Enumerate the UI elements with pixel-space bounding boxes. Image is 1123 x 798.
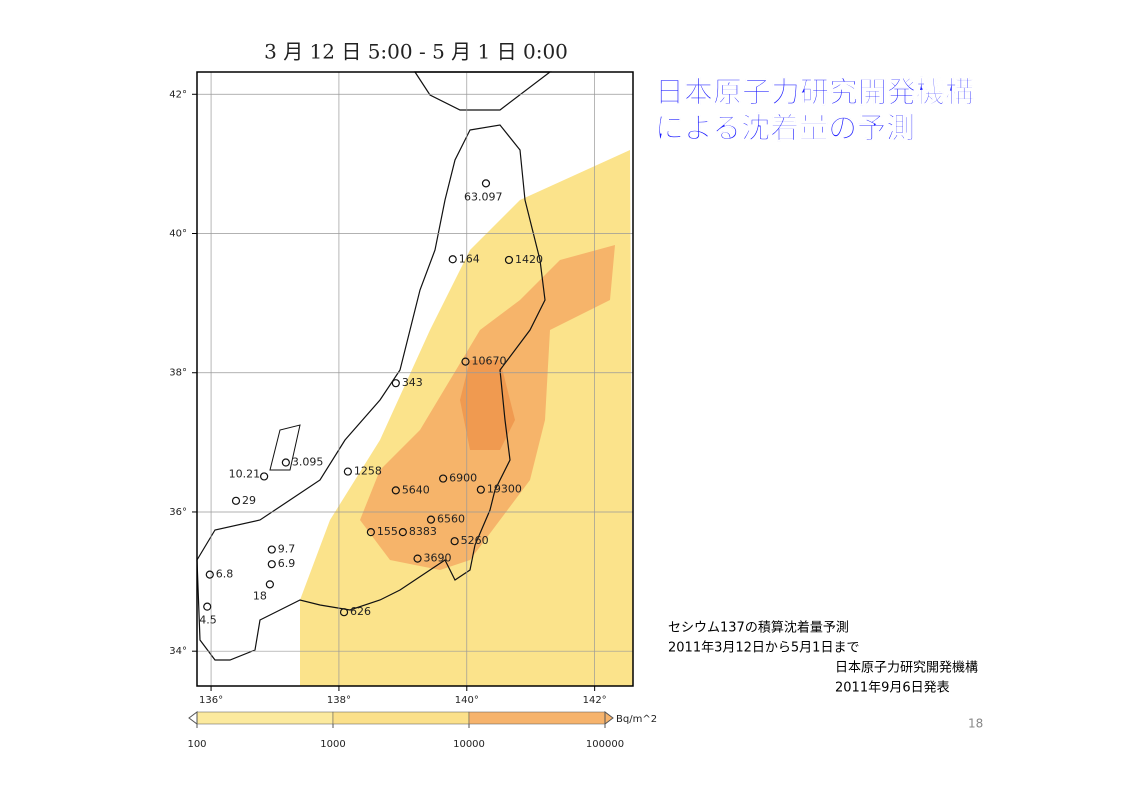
station [476,485,485,494]
station [260,472,269,481]
station [339,608,349,617]
station [267,560,276,569]
station [391,379,400,388]
colorbar-segment [196,711,334,725]
station [426,515,436,524]
station-label: 155 [377,525,398,538]
colorbar-end [188,711,198,725]
station-label: 8383 [409,525,437,538]
station-label: 1258 [354,465,382,478]
colorbar-tick-label: 10000 [453,739,485,750]
station-label: 6.9 [278,557,296,570]
colorbar-segment [332,711,470,725]
lat-tick-label: 34° [169,646,187,657]
station [448,255,457,264]
colorbar-end [604,711,614,725]
colorbar-tick-label: 100 [187,739,206,750]
station-label: 6560 [437,513,465,526]
station [391,486,400,495]
station-label: 1420 [515,253,543,266]
lat-tick-label: 40° [169,229,187,240]
station-label: 6.8 [216,568,234,581]
station-label: 10670 [472,355,507,368]
station-label: 9.7 [278,543,296,556]
page-number: 18 [968,717,983,731]
slide-title: 日本原子力研究開発機構 [655,75,974,109]
lat-tick-label: 38° [169,368,187,379]
colorbar-segment [468,711,606,725]
station-label: 19300 [487,483,522,496]
station-label: 18 [253,589,267,602]
coastline [269,424,301,471]
station [450,537,459,546]
station [481,179,491,188]
station-label: 343 [402,376,423,389]
station [281,458,290,467]
lon-tick-label: 142° [583,695,607,706]
lon-tick-label: 136° [199,695,223,706]
station-label: 626 [350,605,371,618]
lon-tick-label: 140° [455,695,479,706]
station-label: 3.095 [292,456,324,469]
station-label: 63.097 [464,190,503,203]
station [413,554,422,563]
station [265,580,274,589]
station-label: 3690 [424,552,452,565]
colorbar-tick-label: 100000 [586,739,624,750]
slide-title: による沈着量の予測 [655,111,915,145]
station-label: 6900 [449,472,477,485]
graticule [197,72,633,686]
caption: セシウム137の積算沈着量予測 [668,620,849,636]
station-label: 164 [459,252,480,265]
station-label: 29 [242,494,256,507]
station [203,602,212,611]
lat-tick-label: 42° [169,89,187,100]
station [343,467,352,476]
station [398,528,407,537]
station [439,474,448,483]
station [504,255,514,265]
map-frame [196,71,634,687]
caption: 2011年3月12日から5月1日まで [668,641,859,656]
station [205,570,214,579]
station-label: 5260 [461,534,489,547]
station [267,545,276,554]
lon-tick-label: 138° [327,695,351,706]
lat-tick-label: 36° [169,507,187,518]
caption: 2011年9月6日発表 [835,681,950,696]
station-label: 5640 [402,483,430,496]
station [461,357,470,366]
coastline [196,124,546,661]
station [231,496,241,505]
station [366,528,375,537]
map-title: 3 月 12 日 5:00 - 5 月 1 日 0:00 [264,40,568,64]
colorbar-unit: Bq/m^2 [616,714,657,725]
caption: 日本原子力研究開発機構 [835,661,978,676]
colorbar-tick-label: 1000 [320,739,345,750]
station-label: 4.5 [199,614,217,627]
station-label: 10.21 [229,467,261,480]
